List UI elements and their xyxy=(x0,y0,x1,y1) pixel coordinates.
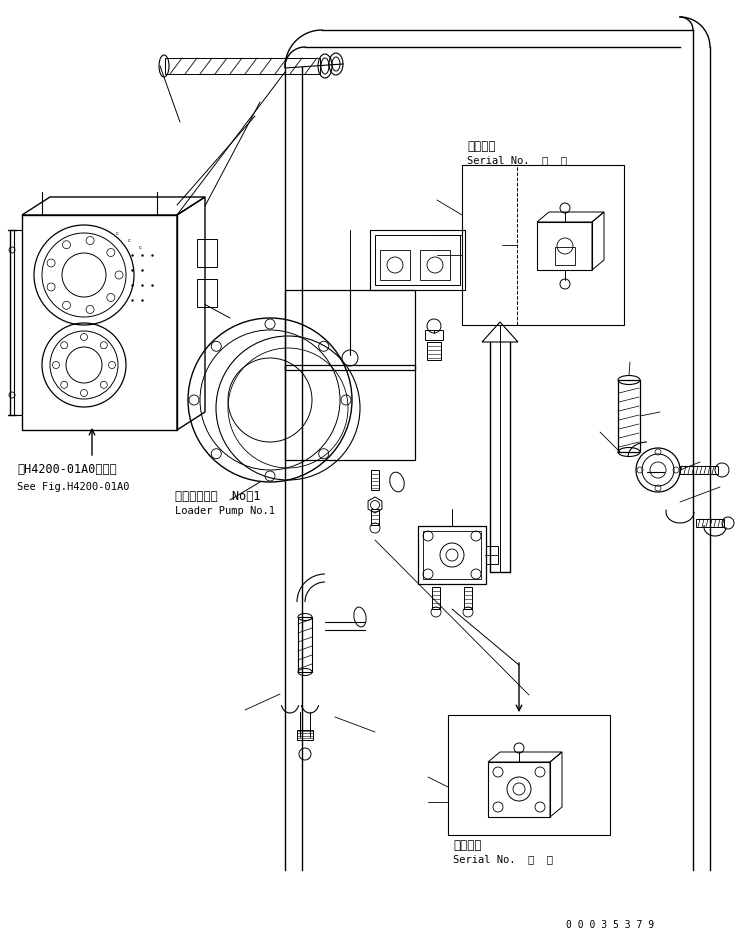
Bar xyxy=(22,215,177,430)
Text: 第H4200-01A0図参照: 第H4200-01A0図参照 xyxy=(17,463,116,476)
Bar xyxy=(285,290,415,370)
Text: Serial No.  ・  ～: Serial No. ・ ～ xyxy=(467,155,567,165)
Bar xyxy=(371,470,379,490)
Bar xyxy=(464,587,472,609)
Bar xyxy=(488,762,550,817)
Bar xyxy=(375,235,460,285)
Bar xyxy=(696,519,724,527)
Bar xyxy=(165,58,320,74)
Bar xyxy=(418,526,486,584)
Text: Serial No.  ・  ～: Serial No. ・ ～ xyxy=(453,854,553,864)
Bar xyxy=(197,279,217,307)
Bar xyxy=(427,342,441,360)
Text: c: c xyxy=(139,245,142,250)
Bar xyxy=(425,330,443,340)
Bar xyxy=(555,247,575,265)
Text: 0 0 0 3 5 3 7 9: 0 0 0 3 5 3 7 9 xyxy=(566,920,654,930)
Bar xyxy=(448,715,610,835)
Text: Loader Pump No.1: Loader Pump No.1 xyxy=(175,506,275,516)
Bar xyxy=(432,587,440,609)
Bar xyxy=(297,730,313,740)
Text: 適用号機: 適用号機 xyxy=(467,140,496,153)
Text: See Fig.H4200-01A0: See Fig.H4200-01A0 xyxy=(17,482,130,492)
Text: ローダポンプ  No．1: ローダポンプ No．1 xyxy=(175,490,260,503)
Bar xyxy=(420,250,450,280)
Bar xyxy=(298,617,312,672)
Bar xyxy=(537,222,592,270)
Text: c: c xyxy=(116,231,119,236)
Bar xyxy=(680,466,718,474)
Bar xyxy=(486,546,498,564)
Bar xyxy=(462,165,624,325)
Bar xyxy=(423,531,481,579)
Bar xyxy=(380,250,410,280)
Polygon shape xyxy=(482,322,518,342)
Bar xyxy=(197,239,217,267)
Bar xyxy=(371,509,379,525)
Bar xyxy=(618,380,640,452)
Bar xyxy=(370,230,465,290)
Bar xyxy=(285,365,415,460)
Text: 適用号機: 適用号機 xyxy=(453,839,482,852)
Text: c: c xyxy=(128,238,131,243)
